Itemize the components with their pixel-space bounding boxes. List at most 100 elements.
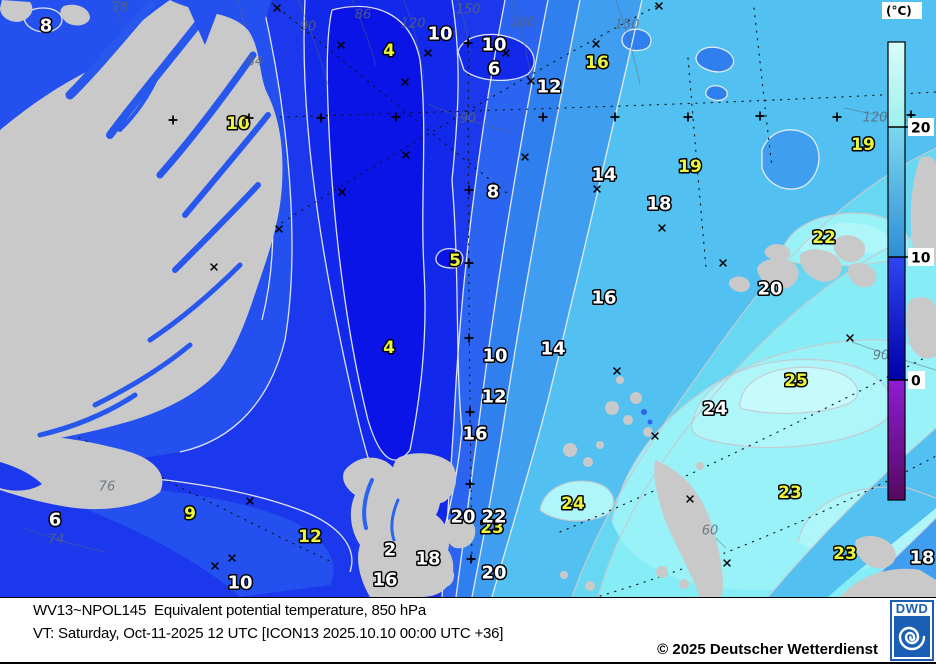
theta-e-contour-lines — [23, 0, 820, 597]
chart-title: WV13~NPOL145 Equivalent potential temper… — [33, 602, 427, 619]
contour-label-white: 18 — [415, 548, 440, 569]
contour-label-white: 14 — [591, 164, 616, 185]
x-marker — [686, 495, 694, 503]
contour-label-white: 6 — [488, 58, 501, 79]
land-novaya-zemlya — [654, 460, 936, 597]
contour-label-white: 8 — [40, 15, 53, 36]
contour-label-white: 12 — [481, 386, 506, 407]
aux-contour-label: 76 — [99, 480, 116, 495]
colorbar-segment — [888, 257, 905, 380]
plus-marker — [465, 407, 475, 417]
x-marker — [723, 559, 731, 567]
small-islands — [560, 376, 704, 591]
aux-contour-label: 180 — [511, 16, 536, 31]
x-marker — [228, 554, 236, 562]
x-marker — [337, 41, 345, 49]
aux-contour-label: 90 — [460, 112, 477, 127]
contour-label-white: 12 — [536, 76, 561, 97]
plus-marker — [466, 554, 476, 564]
contour-label-yellow: 25 — [784, 371, 808, 391]
contour-label-yellow: 16 — [585, 53, 609, 73]
x-marker — [210, 263, 218, 271]
contour-label-yellow: 4 — [383, 338, 395, 358]
plus-markers — [168, 38, 916, 564]
chart-footer: WV13~NPOL145 Equivalent potential temper… — [0, 597, 936, 664]
plus-marker — [244, 113, 254, 123]
contour-label-white: 8 — [487, 181, 500, 202]
plus-marker — [538, 112, 548, 122]
contour-label-yellow: 12 — [298, 527, 322, 547]
contour-label-white: 16 — [462, 423, 487, 444]
plus-marker — [832, 112, 842, 122]
plus-marker — [464, 258, 474, 268]
x-marker — [846, 334, 854, 342]
contour-label-white: 10 — [227, 572, 252, 593]
contour-label-white: 14 — [540, 338, 565, 359]
x-marker — [521, 153, 529, 161]
contour-label-white: 20 — [757, 278, 782, 299]
contour-label-white: 2 — [384, 539, 397, 560]
contour-label-yellow: 23 — [778, 483, 802, 503]
aux-contour-label: 84 — [247, 55, 264, 70]
x-marker — [401, 78, 409, 86]
contour-label-yellow: 23 — [833, 544, 857, 564]
x-marker — [246, 497, 254, 505]
contour-label-yellow: 24 — [561, 494, 585, 514]
plus-marker — [168, 115, 178, 125]
x-marker — [275, 225, 283, 233]
plus-marker — [464, 333, 474, 343]
colorbar-border — [887, 41, 906, 501]
x-marker — [651, 432, 659, 440]
colorbar-segment — [888, 42, 905, 127]
contour-label-white: 10 — [427, 23, 452, 44]
colorbar-tick-chip — [908, 118, 934, 136]
landmasses — [0, 0, 936, 597]
aux-contour-label: 90 — [873, 349, 890, 364]
x-marker — [592, 40, 600, 48]
plus-marker — [465, 479, 475, 489]
aux-contour-label: 150 — [456, 3, 481, 18]
contour-label-white: 22 — [481, 506, 506, 527]
x-marker — [655, 2, 663, 10]
plus-marker — [755, 111, 765, 121]
x-marker — [338, 188, 346, 196]
x-marker — [593, 185, 601, 193]
contour-label-white: 16 — [372, 569, 397, 590]
aux-contour-label: 90 — [300, 20, 317, 35]
plus-marker — [316, 113, 326, 123]
colorbar-tick-chip — [908, 248, 934, 266]
contour-label-white: 16 — [591, 287, 616, 308]
x-marker — [424, 49, 432, 57]
aux-contour-label: 86 — [355, 8, 372, 23]
colorbar-tick-label: 20 — [911, 121, 931, 137]
colorbar-tick-label: 10 — [911, 251, 931, 267]
x-marker — [502, 49, 510, 57]
plus-marker — [463, 38, 473, 48]
x-marker — [527, 77, 535, 85]
contour-label-yellow: 23 — [480, 518, 504, 538]
aux-contour-label: 78 — [112, 1, 129, 16]
contour-label-yellow: 10 — [226, 114, 250, 134]
contour-label-white: 20 — [481, 562, 506, 583]
fjords — [0, 0, 272, 491]
contour-label-white: 10 — [482, 345, 507, 366]
plus-marker — [610, 112, 620, 122]
dwd-logo-text: DWD — [895, 601, 929, 616]
contour-label-white: 18 — [646, 193, 671, 214]
aux-contour-label: 60 — [702, 524, 719, 539]
plus-marker — [391, 112, 401, 122]
x-marker — [211, 562, 219, 570]
contour-label-yellow: 4 — [383, 41, 395, 61]
x-markers — [210, 2, 917, 570]
colorbar-tick-label: 0 — [911, 374, 921, 390]
contour-label-white: 10 — [481, 34, 506, 55]
contour-label-white: 6 — [49, 509, 62, 530]
land-right-edge — [906, 156, 936, 359]
footer-bottom-rule — [0, 662, 936, 664]
contour-label-yellow: 9 — [184, 504, 196, 524]
copyright-text: © 2025 Deutscher Wetterdienst — [657, 641, 878, 658]
